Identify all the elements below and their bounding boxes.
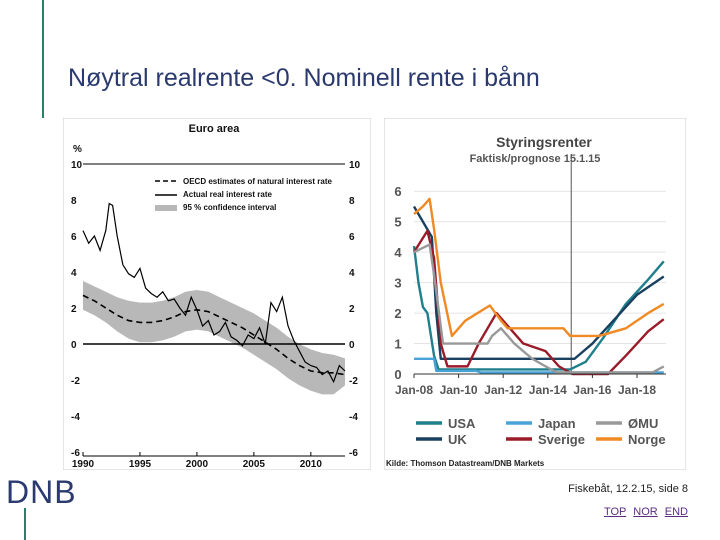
legend-entry: OECD estimates of natural interest rate [183,177,332,186]
euro-area-title: Euro area [189,123,241,135]
actual-real-rate-line [82,202,346,384]
styringsrenter-chart: Styringsrenter Faktisk/prognose 15.1.15 … [384,118,686,470]
page-title: Nøytral realrente <0. Nominell rente i b… [68,64,540,92]
y-tick-left: -2 [71,376,80,387]
x-tick-label: Jan-18 [618,383,656,397]
green-vertical-line-top [42,0,44,118]
series-line-usa [412,245,665,371]
series-line-japan [414,357,664,374]
series-line-sverige [412,229,665,376]
y-tick-label: 6 [394,184,401,199]
nav-link-end[interactable]: END [664,506,688,518]
y-tick-right: 8 [349,196,355,207]
legend-entry: Actual real interest rate [183,190,272,199]
x-tick-label: Jan-14 [529,383,567,397]
x-tick-label: 2010 [300,459,323,470]
x-tick-label: Jan-12 [484,383,522,397]
y-tick-left: -6 [71,448,80,459]
y-tick-right: 4 [349,268,355,279]
legend-entry: 95 % confidence interval [183,203,276,212]
x-tick-label: 2000 [186,459,209,470]
y-tick-label: 5 [394,215,401,230]
y-tick-left: 8 [71,196,77,207]
y-tick-left: 2 [71,304,77,315]
legend-entry-sverige: Sverige [538,432,585,447]
y-tick-label: 3 [394,276,401,291]
nav-links: TOP NOR END [560,506,688,518]
styringsrenter-title: Styringsrenter [496,134,592,150]
y-tick-right: 2 [349,304,355,315]
green-vertical-line-bottom [24,508,26,540]
series-line-norge [413,197,665,338]
nav-link-top[interactable]: TOP [603,506,627,518]
legend-entry-usa: USA [448,416,476,431]
euro-area-ylabel: % [73,144,82,155]
legend-entry-ømu: ØMU [628,416,658,431]
y-tick-label: 2 [394,306,401,321]
nav-link-nor[interactable]: NOR [633,506,658,518]
series-line-ømu [413,243,665,374]
legend-entry-uk: UK [448,432,467,447]
x-tick-label: Jan-08 [395,383,433,397]
y-tick-label: 4 [394,245,402,260]
confidence-interval-band [83,281,345,395]
x-tick-label: 2005 [243,459,266,470]
y-tick-left: 4 [71,268,77,279]
y-tick-left: 10 [71,160,83,171]
x-tick-label: 1990 [72,459,95,470]
y-tick-right: 0 [349,340,355,351]
source-note: Kilde: Thomson Datastream/DNB Markets [386,459,545,468]
y-tick-right: -6 [349,448,358,459]
y-tick-right: 10 [349,160,361,171]
y-tick-label: 1 [394,337,401,352]
footer-text: Fiskebåt, 12.2.15, side 8 [568,483,688,495]
y-tick-left: -4 [71,412,80,423]
y-tick-right: 6 [349,232,355,243]
legend-entry-norge: Norge [628,432,666,447]
y-tick-label: 0 [394,367,401,382]
y-tick-right: -4 [349,412,358,423]
styringsrenter-legend: USA Japan ØMU UK Sverige Norge [416,416,666,447]
x-tick-label: 1995 [129,459,152,470]
x-tick-label: Jan-10 [440,383,478,397]
legend-swatch-band [155,205,177,211]
x-tick-label: Jan-16 [573,383,611,397]
legend-entry-japan: Japan [538,416,576,431]
styringsrenter-subtitle: Faktisk/prognose 15.1.15 [470,153,601,165]
euro-area-legend: OECD estimates of natural interest rate A… [155,177,332,212]
y-tick-right: -2 [349,376,358,387]
dnb-logo: DNB [6,474,77,510]
natural-rate-line [82,294,346,376]
y-tick-left: 6 [71,232,77,243]
y-tick-left: 0 [71,340,77,351]
